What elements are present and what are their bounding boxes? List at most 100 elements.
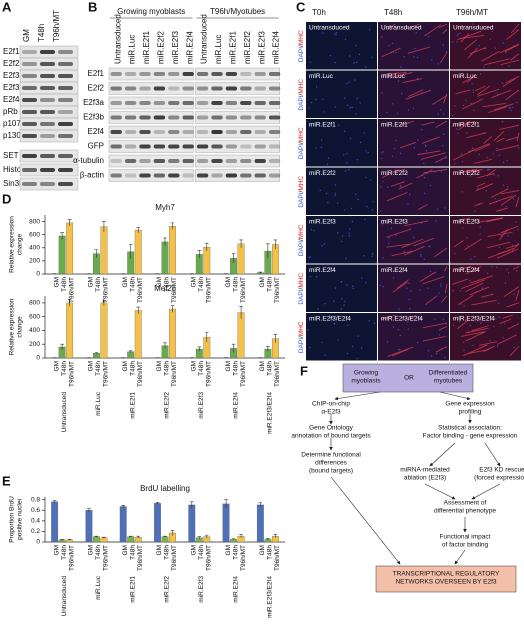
- myotube: [422, 276, 445, 285]
- nucleus: [381, 36, 383, 38]
- lane-label: miR.E2f1: [229, 31, 238, 64]
- blot-band: [225, 144, 238, 149]
- y-tick-label: 800: [29, 218, 40, 225]
- nucleus: [417, 139, 419, 141]
- cell-label: miR.E2f4: [381, 267, 408, 274]
- series-label: T96h/MT: [103, 277, 110, 303]
- series-label: T96h/MT: [240, 277, 247, 303]
- nucleus: [463, 341, 465, 343]
- blot-band: [139, 101, 151, 105]
- x-tick-label: miR.E2f3: [198, 392, 205, 419]
- blot-band: [153, 101, 166, 105]
- flow-text: myoblasts: [351, 378, 381, 385]
- stain-mhc: MHC: [298, 273, 305, 288]
- nucleus: [470, 102, 472, 105]
- nucleus: [364, 218, 366, 221]
- nucleus: [436, 208, 439, 211]
- nucleus: [325, 192, 328, 194]
- nucleus: [513, 293, 515, 295]
- nucleus: [436, 353, 438, 355]
- nucleus: [466, 132, 468, 134]
- nucleus: [320, 146, 323, 149]
- myotube: [441, 295, 448, 303]
- micrograph: [378, 22, 449, 70]
- error-bar: [231, 343, 236, 353]
- blot-strip: [195, 154, 280, 168]
- blot-band: [254, 72, 266, 76]
- error-bar: [224, 273, 228, 275]
- series-label: T48h: [164, 545, 171, 560]
- nucleus: [516, 101, 518, 104]
- error-bar: [204, 242, 209, 252]
- nucleus: [427, 350, 430, 352]
- bar: [127, 536, 135, 543]
- nucleus: [334, 287, 337, 289]
- myotube: [502, 314, 513, 319]
- nucleus: [343, 130, 346, 133]
- cell-label: miR.E2f3/E2f4: [309, 316, 351, 323]
- nucleus: [355, 44, 357, 47]
- nucleus: [400, 271, 403, 273]
- nucleus: [479, 322, 482, 325]
- series-label: T48h: [267, 361, 274, 376]
- nucleus: [356, 357, 358, 360]
- nucleus: [435, 220, 437, 222]
- blot-band: [182, 130, 194, 134]
- myotube: [496, 137, 505, 143]
- nucleus: [349, 137, 352, 140]
- x-tick-label: miR.Luc: [95, 575, 102, 600]
- myotube: [512, 266, 520, 270]
- myotube: [466, 266, 481, 275]
- cell-label: miR.E2f3: [453, 219, 480, 226]
- y-axis-label: Relative expression: [9, 216, 16, 273]
- myotube: [391, 72, 413, 78]
- error-bar: [170, 222, 175, 230]
- error-bar: [102, 299, 106, 306]
- nucleus: [368, 320, 370, 322]
- stain-mhc: MHC: [298, 321, 305, 336]
- nucleus: [459, 32, 461, 34]
- series-label: T96h/MT: [171, 545, 178, 571]
- nucleus: [456, 41, 458, 43]
- nucleus: [324, 303, 326, 305]
- blot-band: [153, 173, 166, 178]
- error-bar: [60, 232, 64, 240]
- bar: [161, 241, 169, 275]
- nucleus: [365, 282, 367, 284]
- cell-label: miR.Luc: [309, 73, 334, 80]
- nucleus: [363, 132, 365, 134]
- error-bar: [258, 502, 263, 508]
- nucleus: [399, 334, 401, 337]
- series-label: GM: [53, 361, 60, 371]
- myotube: [509, 345, 520, 357]
- nucleus: [341, 235, 344, 237]
- flow-text: Gene expression: [445, 401, 495, 408]
- lane-label: miR.E2f3: [171, 31, 180, 64]
- myotube: [458, 217, 471, 223]
- stain-dapi: DAPI: [298, 338, 305, 353]
- nucleus: [506, 186, 509, 188]
- nucleus: [335, 34, 337, 36]
- myotube: [455, 266, 472, 271]
- nucleus: [442, 318, 445, 321]
- myotube: [500, 225, 519, 234]
- nucleus: [313, 229, 315, 232]
- blot-band: [182, 72, 194, 76]
- myotube: [486, 169, 496, 176]
- myotube: [387, 346, 414, 357]
- x-tick-label: miR.E2f3/E2f4: [267, 392, 274, 434]
- blot-band: [40, 134, 55, 138]
- nucleus: [408, 299, 410, 301]
- blot-band: [124, 159, 137, 163]
- series-label: GM: [122, 361, 129, 371]
- series-label: T48h: [164, 361, 171, 376]
- series-label: GM: [191, 545, 198, 555]
- blot-band: [211, 86, 223, 91]
- nucleus: [345, 257, 347, 259]
- flow-text: annotation of bound targets: [291, 433, 371, 440]
- nucleus: [467, 245, 469, 247]
- row-label: β-actin: [80, 171, 104, 180]
- myotube: [451, 278, 468, 285]
- nucleus: [442, 113, 445, 115]
- nucleus: [423, 176, 426, 179]
